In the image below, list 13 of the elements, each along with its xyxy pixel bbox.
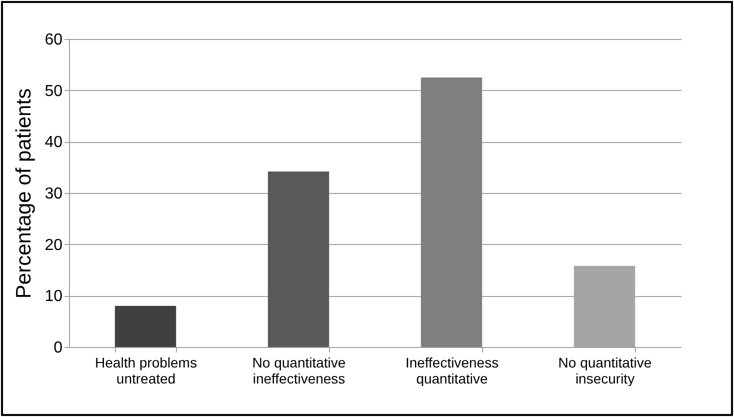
y-tick-label: 30	[44, 186, 63, 202]
y-tick-label: 10	[44, 288, 63, 306]
y-axis-title: Percentage of patients	[12, 88, 36, 299]
y-tick-label: 20	[44, 236, 63, 254]
x-tick-label: No quantitative ineffectiveness	[252, 354, 346, 386]
bar	[268, 171, 330, 347]
y-tick-label: 40	[44, 134, 63, 152]
y-tick-label: 0	[54, 340, 63, 356]
y-tick-label: 50	[44, 82, 63, 100]
x-tick-label: Health problems untreated	[95, 354, 197, 386]
y-tick-label: 60	[44, 32, 63, 48]
bar	[114, 306, 176, 347]
bar	[420, 78, 482, 347]
